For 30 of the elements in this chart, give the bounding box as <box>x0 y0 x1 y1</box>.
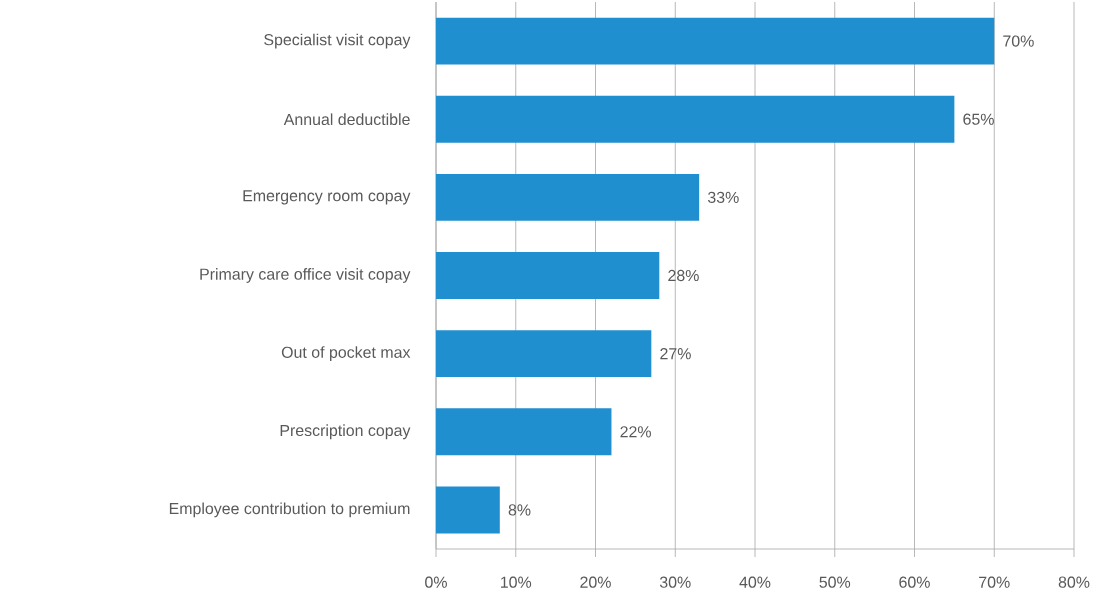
data-label: 70% <box>1003 35 1034 47</box>
bar <box>436 330 652 378</box>
x-tick-label: 60% <box>899 576 930 588</box>
x-tick-label: 40% <box>739 576 771 588</box>
bar <box>436 252 660 299</box>
x-tick-label: 0% <box>425 576 447 588</box>
x-tick-label: 70% <box>979 576 1010 588</box>
bar <box>436 408 612 456</box>
bar <box>436 486 500 534</box>
y-tick-label: Annual deductible <box>283 113 410 126</box>
y-tick-label: Primary care office visit copay <box>200 268 411 283</box>
x-tick-label: 20% <box>580 576 611 588</box>
x-tick-label: 10% <box>501 576 532 588</box>
y-tick-label: Prescription copay <box>280 424 411 440</box>
y-tick-label: Specialist visit copay <box>264 33 411 49</box>
data-label: 33% <box>707 191 739 204</box>
data-label: 27% <box>660 348 691 360</box>
data-label: 28% <box>668 269 699 282</box>
data-label: 22% <box>620 426 651 438</box>
x-tick-label: 80% <box>1058 576 1090 588</box>
data-label: 65% <box>963 113 994 125</box>
y-tick-label: Out of pocket max <box>281 346 411 362</box>
x-tick-label: 50% <box>819 576 851 588</box>
y-tick-label: Emergency room copay <box>243 190 411 205</box>
bar <box>436 17 995 65</box>
x-tick-label: 30% <box>659 576 691 588</box>
data-label: 8% <box>508 504 531 516</box>
bar <box>436 95 955 143</box>
bar <box>436 173 700 221</box>
y-tick-label: Employee contribution to premium <box>169 502 410 518</box>
